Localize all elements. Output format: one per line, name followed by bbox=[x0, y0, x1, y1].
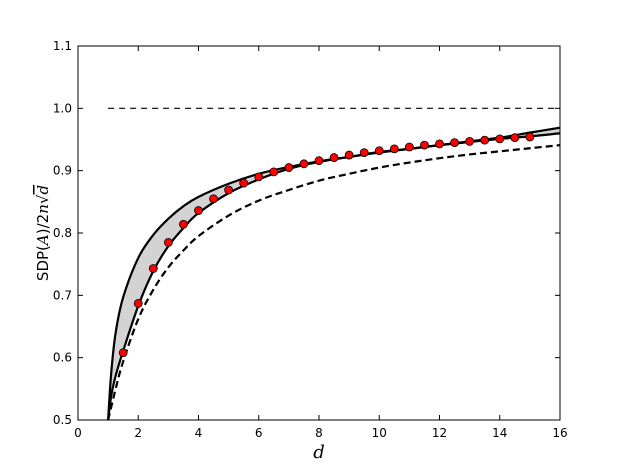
data-point-marker bbox=[495, 134, 505, 144]
data-point-marker bbox=[194, 206, 203, 215]
x-tick-label: 2 bbox=[134, 426, 142, 440]
y-tick-label: 0.9 bbox=[53, 164, 72, 178]
svg-text:SDP(A)/2n√d: SDP(A)/2n√d bbox=[34, 185, 52, 281]
y-tick-label: 0.5 bbox=[53, 413, 72, 427]
x-tick-label: 16 bbox=[552, 426, 567, 440]
x-tick-label: 8 bbox=[315, 426, 323, 440]
data-point-marker bbox=[374, 146, 384, 156]
data-point-marker bbox=[133, 299, 143, 308]
data-point-marker bbox=[209, 194, 218, 204]
data-point-marker bbox=[284, 163, 294, 172]
y-tick-label: 0.6 bbox=[53, 351, 72, 365]
y-axis-label-middle: )/2 bbox=[34, 214, 52, 234]
y-axis-label-sqrt-sign: √ bbox=[34, 194, 52, 204]
y-tick-label: 1.0 bbox=[53, 101, 72, 115]
data-point-marker bbox=[118, 348, 128, 358]
data-point-marker bbox=[269, 167, 279, 177]
upper-solid-curve bbox=[107, 126, 561, 421]
y-tick-label: 0.7 bbox=[53, 288, 72, 302]
x-axis-label: d bbox=[313, 442, 325, 463]
x-tick-label: 12 bbox=[432, 426, 447, 440]
x-tick-label: 4 bbox=[195, 426, 203, 440]
data-point-marker bbox=[239, 178, 249, 188]
shaded-band bbox=[108, 127, 560, 420]
data-point-marker bbox=[329, 153, 339, 162]
x-tick-label: 0 bbox=[74, 426, 82, 440]
data-point-marker bbox=[359, 148, 369, 157]
lower-bound-dashed-curve bbox=[107, 144, 561, 421]
data-point-marker bbox=[299, 159, 309, 169]
plot-frame bbox=[77, 45, 561, 421]
data-point-marker bbox=[420, 140, 429, 150]
data-point-marker bbox=[435, 139, 444, 149]
data-point-marker bbox=[450, 138, 459, 148]
data-point-marker bbox=[389, 144, 399, 154]
data-point-marker bbox=[179, 219, 188, 229]
data-point-marker bbox=[510, 133, 520, 143]
x-tick-label: 10 bbox=[372, 426, 387, 440]
data-point-marker bbox=[314, 156, 324, 166]
data-point-marker bbox=[525, 132, 535, 142]
y-tick-label: 0.8 bbox=[53, 226, 72, 240]
y-tick-label: 1.1 bbox=[53, 39, 72, 53]
x-tick-label: 6 bbox=[255, 426, 263, 440]
data-point-marker bbox=[163, 237, 173, 247]
data-point-marker bbox=[344, 150, 354, 160]
data-point-marker bbox=[465, 136, 475, 146]
y-axis-label-var-a: A bbox=[34, 234, 52, 247]
data-point-marker bbox=[404, 142, 414, 152]
y-axis-label: SDP(A)/2n√d bbox=[34, 185, 52, 281]
data-point-marker bbox=[148, 264, 158, 273]
y-axis-label-var-n: n bbox=[34, 204, 52, 214]
data-point-marker bbox=[254, 172, 264, 182]
x-tick-label: 14 bbox=[492, 426, 507, 440]
data-point-marker bbox=[224, 185, 234, 195]
data-point-marker bbox=[480, 135, 490, 145]
y-axis-label-prefix: SDP( bbox=[34, 245, 52, 281]
y-axis-label-var-d: d bbox=[34, 185, 52, 195]
